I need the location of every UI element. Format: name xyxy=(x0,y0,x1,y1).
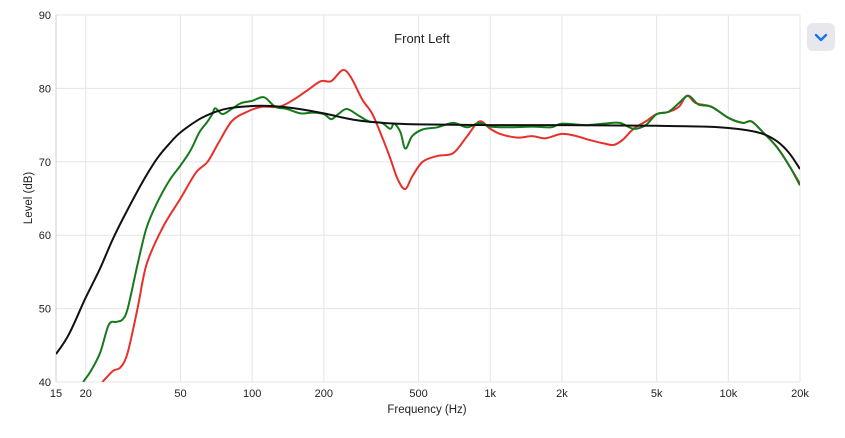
x-axis-label: Frequency (Hz) xyxy=(387,404,466,416)
x-tick-label: 10k xyxy=(719,388,737,400)
y-tick-label: 80 xyxy=(39,83,51,95)
series-line-0 xyxy=(101,69,800,382)
grid xyxy=(55,14,801,383)
y-axis-label: Level (dB) xyxy=(23,172,35,225)
x-tick-label: 100 xyxy=(243,388,261,400)
x-tick-label: 20k xyxy=(791,388,809,400)
x-tick-label: 200 xyxy=(315,388,333,400)
y-tick-label: 40 xyxy=(39,377,51,389)
series-group xyxy=(56,69,800,382)
x-tick-label: 1k xyxy=(484,388,496,400)
y-tick-label: 90 xyxy=(39,10,51,22)
y-tick-label: 60 xyxy=(39,230,51,242)
series-line-2 xyxy=(56,104,800,355)
x-tick-label: 500 xyxy=(409,388,427,400)
y-tick-label: 70 xyxy=(39,157,51,169)
axes: 40 50 60 70 80 90 15 20 50 100 200 500 1k 2k 5k 10k 20k xyxy=(39,10,810,400)
x-tick-label: 50 xyxy=(174,388,186,400)
series-line-1 xyxy=(82,94,800,382)
x-tick-label: 5k xyxy=(651,388,663,400)
x-tick-label: 15 xyxy=(50,388,62,400)
chevron-down-icon xyxy=(814,33,828,42)
y-tick-label: 50 xyxy=(39,304,51,316)
chart-title: Front Left xyxy=(394,31,450,46)
x-tick-label: 20 xyxy=(80,388,92,400)
x-tick-label: 2k xyxy=(556,388,568,400)
expand-button[interactable] xyxy=(807,23,835,51)
